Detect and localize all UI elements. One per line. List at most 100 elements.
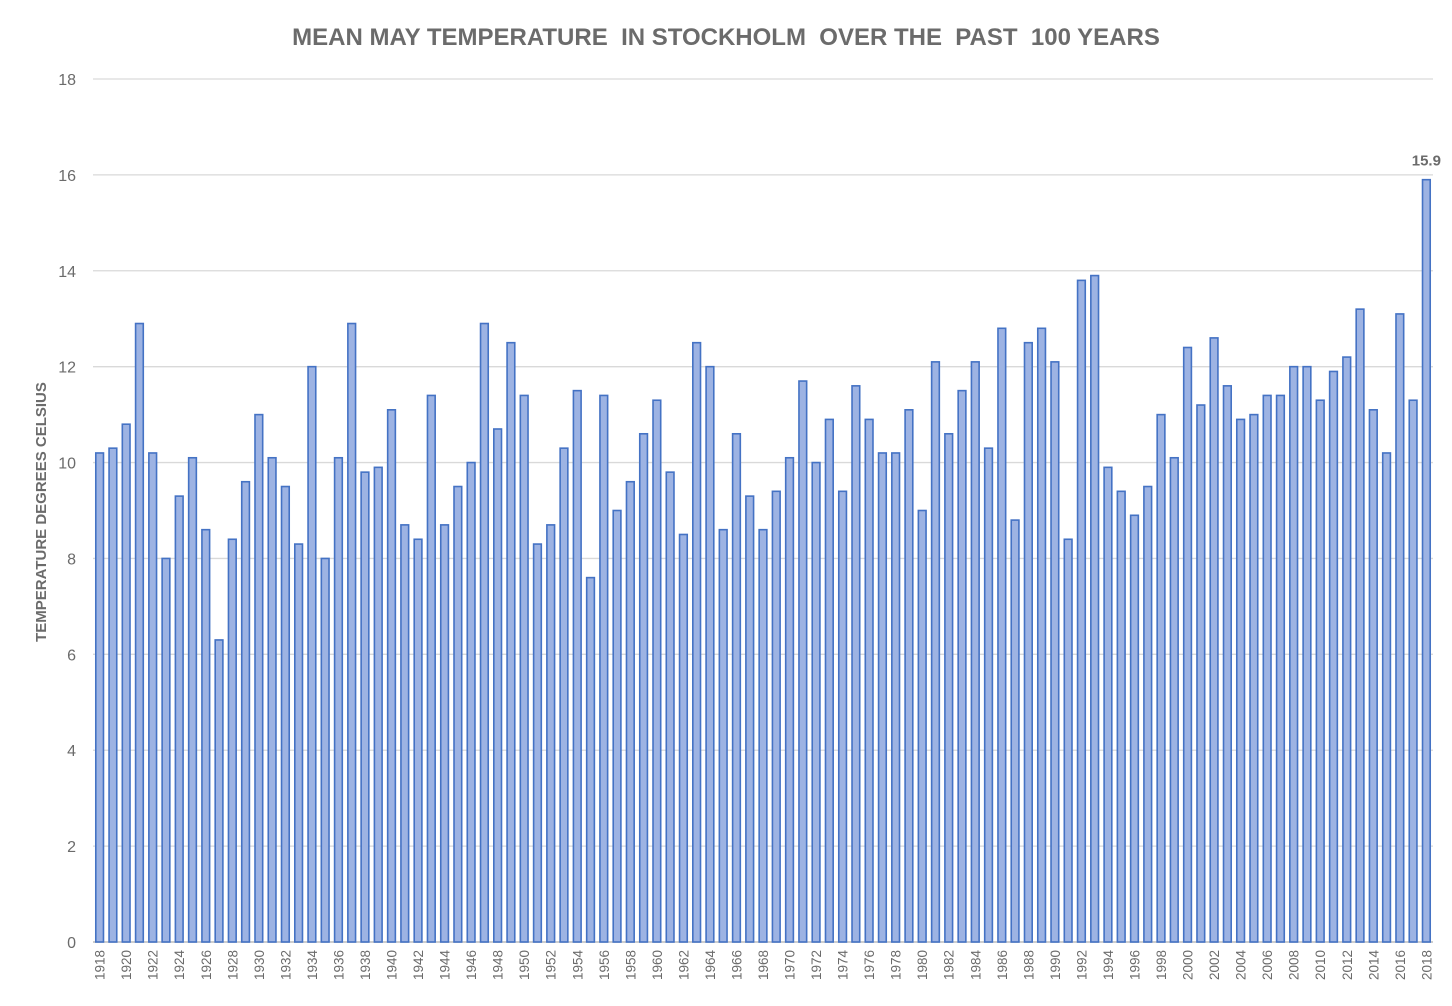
bar-1924 (174, 495, 184, 943)
x-tick-label: 2004 (1234, 950, 1249, 981)
x-tick-label: 1990 (1048, 950, 1063, 980)
bar-1940 (386, 409, 397, 943)
bar-1981 (930, 361, 941, 943)
bar-2018 (1421, 178, 1432, 943)
y-axis-label: TEMPERATURE DEGREES CELSIUS (33, 382, 50, 642)
bar-1968 (758, 528, 768, 943)
x-tick-label: 2018 (1419, 950, 1434, 980)
bar-1971 (798, 380, 808, 943)
x-tick-label: 1962 (676, 950, 691, 980)
bar-1987 (1010, 519, 1020, 943)
y-tick-label: 10 (58, 456, 76, 473)
chart-title: MEAN MAY TEMPERATURE IN STOCKHOLM OVER T… (292, 24, 1160, 51)
bar-1942 (413, 538, 423, 943)
bar-2011 (1328, 370, 1339, 943)
bar-1974 (837, 490, 848, 943)
x-tick-label: 2008 (1287, 950, 1302, 980)
x-tick-label: 1950 (517, 950, 532, 980)
bar-2002 (1209, 337, 1219, 943)
bar-1946 (466, 461, 476, 943)
x-tick-label: 1982 (942, 950, 957, 980)
bars (94, 178, 1432, 943)
y-tick-label: 12 (58, 360, 76, 377)
x-tick-label: 1994 (1101, 950, 1116, 981)
bar-1930 (254, 413, 264, 943)
bar-2001 (1196, 404, 1206, 943)
bar-1938 (360, 471, 370, 943)
y-tick-label: 4 (67, 743, 76, 760)
bar-1929 (240, 480, 251, 943)
bar-1947 (479, 322, 490, 943)
bar-1966 (731, 432, 742, 943)
x-tick-label: 1930 (252, 950, 267, 980)
x-tick-label: 1976 (862, 950, 877, 980)
bar-1977 (877, 452, 888, 943)
bar-1995 (1116, 490, 1126, 943)
bar-1984 (970, 361, 980, 943)
bar-1939 (373, 466, 383, 943)
bar-1988 (1023, 341, 1033, 943)
bar-1943 (426, 394, 436, 943)
bar-1965 (718, 528, 728, 943)
x-tick-label: 1998 (1154, 950, 1169, 980)
bar-2000 (1182, 346, 1193, 943)
bar-1958 (625, 480, 635, 943)
bar-2004 (1235, 418, 1246, 943)
x-tick-label: 1932 (278, 950, 293, 980)
y-tick-label: 14 (58, 264, 76, 281)
bar-1919 (108, 447, 118, 943)
bar-1986 (997, 327, 1007, 943)
bar-2008 (1289, 365, 1299, 943)
bar-1994 (1103, 466, 1113, 943)
x-tick-label: 1918 (93, 950, 108, 980)
bar-1990 (1050, 361, 1060, 943)
y-tick-label: 2 (67, 839, 76, 856)
bar-1944 (439, 524, 450, 943)
bar-1964 (705, 365, 715, 943)
bar-1983 (957, 389, 967, 943)
bar-2006 (1262, 394, 1272, 943)
x-tick-label: 1960 (650, 950, 665, 980)
y-tick-label: 6 (67, 647, 76, 664)
bar-1979 (904, 409, 914, 943)
x-tick-label: 1922 (146, 950, 161, 980)
x-tick-label: 1944 (438, 950, 453, 981)
x-tick-label: 1948 (491, 950, 506, 980)
x-tick-label: 2012 (1340, 950, 1355, 980)
bar-2010 (1315, 399, 1325, 943)
bar-1925 (187, 456, 198, 943)
y-tick-label: 8 (67, 551, 76, 568)
x-tick-label: 1946 (464, 950, 479, 980)
bar-1931 (267, 456, 277, 943)
x-tick-label: 1986 (995, 950, 1010, 980)
bar-1978 (891, 452, 901, 943)
bar-2003 (1222, 385, 1233, 943)
bar-1952 (546, 524, 556, 943)
bar-1941 (400, 524, 410, 943)
bar-2015 (1381, 452, 1392, 943)
bar-1921 (134, 322, 145, 943)
x-tick-label: 1924 (172, 950, 187, 981)
bar-1996 (1129, 514, 1140, 943)
bar-1935 (320, 557, 330, 943)
bar-1934 (307, 365, 317, 943)
bar-1972 (811, 461, 821, 943)
bar-1976 (864, 418, 874, 943)
bar-1945 (453, 485, 463, 943)
x-tick-label: 1942 (411, 950, 426, 980)
bar-1967 (745, 495, 755, 943)
x-tick-label: 2000 (1181, 950, 1196, 980)
bar-1961 (665, 471, 675, 943)
x-tick-label: 1978 (889, 950, 904, 980)
x-tick-label: 1956 (597, 950, 612, 980)
bar-1932 (280, 485, 291, 943)
bar-1923 (161, 557, 171, 943)
bar-1936 (333, 456, 344, 943)
bar-2017 (1408, 399, 1418, 943)
bar-1998 (1156, 413, 1166, 943)
x-tick-label: 1964 (703, 950, 718, 981)
bar-1963 (692, 341, 702, 943)
x-tick-label: 1934 (305, 950, 320, 981)
y-tick-label: 16 (58, 168, 76, 185)
bar-1993 (1090, 274, 1100, 943)
